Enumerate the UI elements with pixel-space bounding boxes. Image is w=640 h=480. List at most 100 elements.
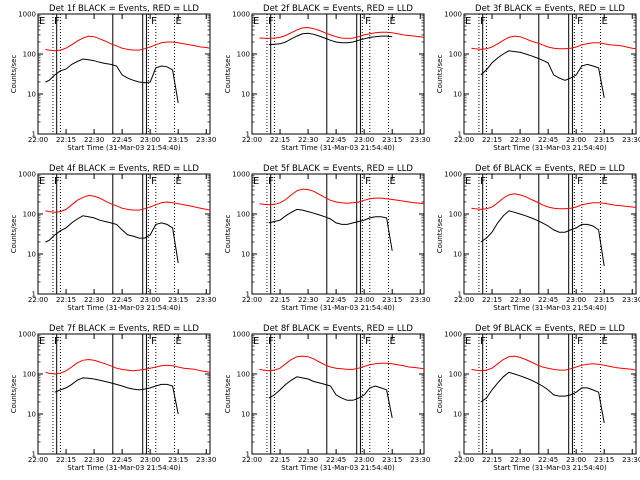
y-tick-label: 1000 — [18, 11, 36, 19]
x-tick-label: 23:00 — [140, 456, 160, 464]
plot-frame — [463, 333, 637, 455]
x-tick-label: 23:15 — [382, 136, 402, 144]
panel-det-8f: Det 8f BLACK = Events, RED = LLD 1 10 100 10… — [224, 324, 430, 472]
plot-frame — [463, 13, 637, 135]
x-tick-label: 23:30 — [622, 296, 640, 304]
series-line-events — [45, 215, 179, 263]
mode-marker: E — [39, 176, 45, 187]
x-tick-label: 22:45 — [538, 136, 558, 144]
y-tick-label: 10 — [453, 251, 462, 259]
y-tick-label: 1 — [458, 131, 462, 139]
mode-marker: E — [601, 16, 607, 27]
series-line-events — [268, 208, 393, 251]
x-tick-label: 23:15 — [594, 136, 614, 144]
mode-marker: E — [175, 16, 181, 27]
y-tick-label: 100 — [23, 211, 36, 219]
x-tick-label: 22:00 — [28, 456, 48, 464]
mode-marker: F — [54, 16, 60, 27]
series-line-events — [54, 377, 179, 415]
mode-marker: F — [480, 16, 486, 27]
x-tick-label: 23:15 — [594, 296, 614, 304]
mode-marker: E — [175, 176, 181, 187]
y-tick-label: 1000 — [232, 11, 250, 19]
series-line-lld — [471, 355, 637, 372]
y-tick-label: 1000 — [232, 331, 250, 339]
x-tick-label: 22:15 — [270, 136, 290, 144]
y-tick-label: 10 — [241, 91, 250, 99]
mode-marker: E — [253, 16, 259, 27]
series-line-lld — [259, 188, 425, 206]
x-tick-label: 22:30 — [84, 456, 104, 464]
series-line-events — [268, 376, 393, 418]
x-tick-label: 22:30 — [84, 296, 104, 304]
mode-marker: F — [54, 176, 60, 187]
x-tick-label: 22:15 — [56, 136, 76, 144]
y-tick-label: 1 — [458, 291, 462, 299]
y-tick-label: 100 — [23, 371, 36, 379]
y-tick-label: 10 — [453, 411, 462, 419]
mode-marker: F — [365, 176, 371, 187]
panel-title: Det 8f BLACK = Events, RED = LLD — [263, 324, 413, 334]
x-axis-label: Start Time (31-Mar-03 21:54:40) — [493, 304, 607, 312]
y-axis-label: Counts/sec — [10, 375, 18, 414]
x-tick-label: 22:00 — [454, 456, 474, 464]
x-tick-label: 22:45 — [112, 296, 132, 304]
series-line-events — [480, 50, 605, 98]
x-tick-label: 23:30 — [410, 136, 430, 144]
x-tick-label: 22:00 — [242, 136, 262, 144]
x-tick-label: 23:30 — [196, 296, 216, 304]
mode-marker: F — [480, 176, 486, 187]
y-axis-label: Counts/sec — [436, 375, 444, 414]
x-axis-label: Start Time (31-Mar-03 21:54:40) — [67, 144, 181, 152]
x-tick-label: 22:15 — [56, 296, 76, 304]
x-tick-label: 23:30 — [622, 136, 640, 144]
x-tick-label: 22:45 — [538, 456, 558, 464]
x-tick-label: 22:00 — [454, 136, 474, 144]
mode-marker: F — [480, 336, 486, 347]
x-tick-label: 22:15 — [56, 456, 76, 464]
x-tick-label: 22:45 — [326, 296, 346, 304]
panel-title: Det 5f BLACK = Events, RED = LLD — [263, 164, 413, 174]
x-tick-label: 23:15 — [382, 296, 402, 304]
x-axis-label: Start Time (31-Mar-03 21:54:40) — [281, 304, 395, 312]
mode-marker: F — [577, 16, 583, 27]
mode-marker: E — [465, 176, 471, 187]
panel-det-3f: Det 3f BLACK = Events, RED = LLD 1 10 100 10… — [436, 4, 640, 152]
mode-marker: F — [268, 176, 274, 187]
mode-marker: F — [365, 336, 371, 347]
y-tick-label: 10 — [241, 251, 250, 259]
x-tick-label: 22:30 — [298, 456, 318, 464]
y-tick-label: 1 — [32, 451, 36, 459]
series-line-lld — [45, 358, 211, 375]
series-line-events — [45, 58, 179, 103]
panel-det-4f: Det 4f BLACK = Events, RED = LLD 1 10 100 10… — [10, 164, 216, 312]
y-tick-label: 100 — [237, 51, 250, 59]
series-line-events — [480, 210, 605, 267]
x-tick-label: 23:30 — [410, 456, 430, 464]
y-tick-label: 1000 — [232, 171, 250, 179]
x-tick-label: 22:00 — [242, 456, 262, 464]
x-tick-label: 23:00 — [354, 456, 374, 464]
y-tick-label: 1 — [458, 451, 462, 459]
plot-frame — [37, 333, 211, 455]
plot-frame — [251, 333, 425, 455]
y-tick-label: 100 — [449, 371, 462, 379]
mode-marker: E — [389, 16, 395, 27]
y-axis-label: Counts/sec — [10, 55, 18, 94]
mode-marker: F — [151, 336, 157, 347]
x-tick-label: 22:30 — [510, 136, 530, 144]
mode-marker: E — [465, 336, 471, 347]
panel-title: Det 6f BLACK = Events, RED = LLD — [475, 164, 625, 174]
mode-marker: E — [253, 176, 259, 187]
x-tick-label: 22:30 — [510, 456, 530, 464]
x-tick-label: 23:30 — [196, 136, 216, 144]
x-tick-label: 23:00 — [566, 456, 586, 464]
x-axis-label: Start Time (31-Mar-03 21:54:40) — [67, 464, 181, 472]
x-tick-label: 22:30 — [298, 136, 318, 144]
x-tick-label: 22:15 — [270, 296, 290, 304]
series-line-lld — [471, 193, 637, 210]
x-tick-label: 23:15 — [168, 296, 188, 304]
series-line-lld — [259, 355, 425, 372]
mode-marker: F — [268, 16, 274, 27]
x-tick-label: 22:45 — [326, 136, 346, 144]
